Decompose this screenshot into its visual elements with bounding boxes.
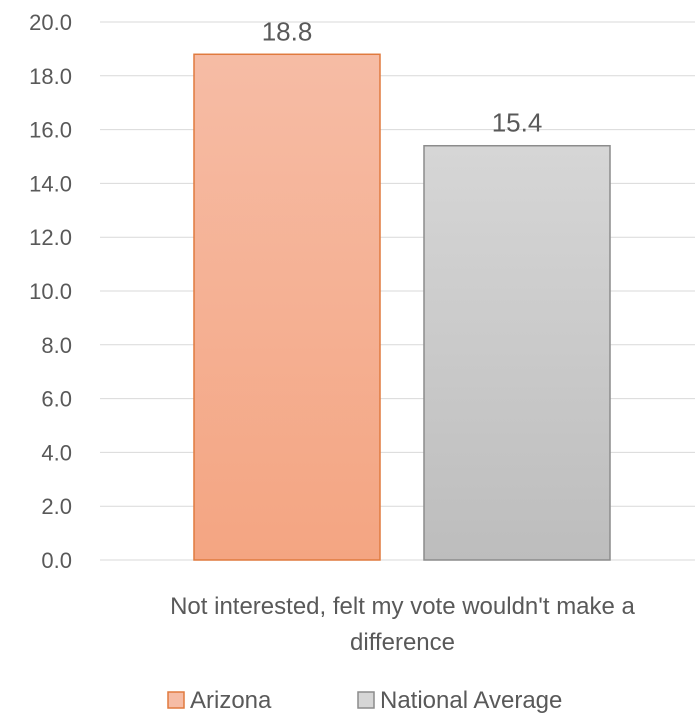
y-tick-label: 16.0 xyxy=(29,118,72,143)
legend-label: Arizona xyxy=(190,687,272,714)
x-axis-category: Not interested, felt my vote wouldn't ma… xyxy=(170,593,635,656)
data-label: 18.8 xyxy=(262,16,313,46)
category-label-line: Not interested, felt my vote wouldn't ma… xyxy=(170,593,635,620)
bar-arizona xyxy=(193,53,381,561)
bar-national-average xyxy=(423,144,611,561)
category-label-line: difference xyxy=(350,629,455,656)
bars xyxy=(193,53,611,561)
y-tick-label: 0.0 xyxy=(41,548,72,573)
legend-swatch xyxy=(167,691,185,709)
legend: Arizona National Average xyxy=(167,687,562,714)
y-tick-label: 2.0 xyxy=(41,494,72,519)
y-tick-label: 10.0 xyxy=(29,279,72,304)
data-labels: 18.8 15.4 xyxy=(262,16,543,137)
data-label: 15.4 xyxy=(492,108,543,138)
legend-swatch xyxy=(357,691,375,709)
legend-label: National Average xyxy=(380,687,562,714)
y-tick-label: 4.0 xyxy=(41,440,72,465)
y-tick-label: 8.0 xyxy=(41,333,72,358)
y-tick-label: 6.0 xyxy=(41,387,72,412)
y-tick-label: 20.0 xyxy=(29,10,72,35)
y-tick-label: 14.0 xyxy=(29,171,72,196)
y-axis-ticks: 0.0 2.0 4.0 6.0 8.0 10.0 12.0 14.0 16.0 18.0 20.0 xyxy=(29,10,72,573)
y-tick-label: 18.0 xyxy=(29,64,72,89)
y-tick-label: 12.0 xyxy=(29,225,72,250)
